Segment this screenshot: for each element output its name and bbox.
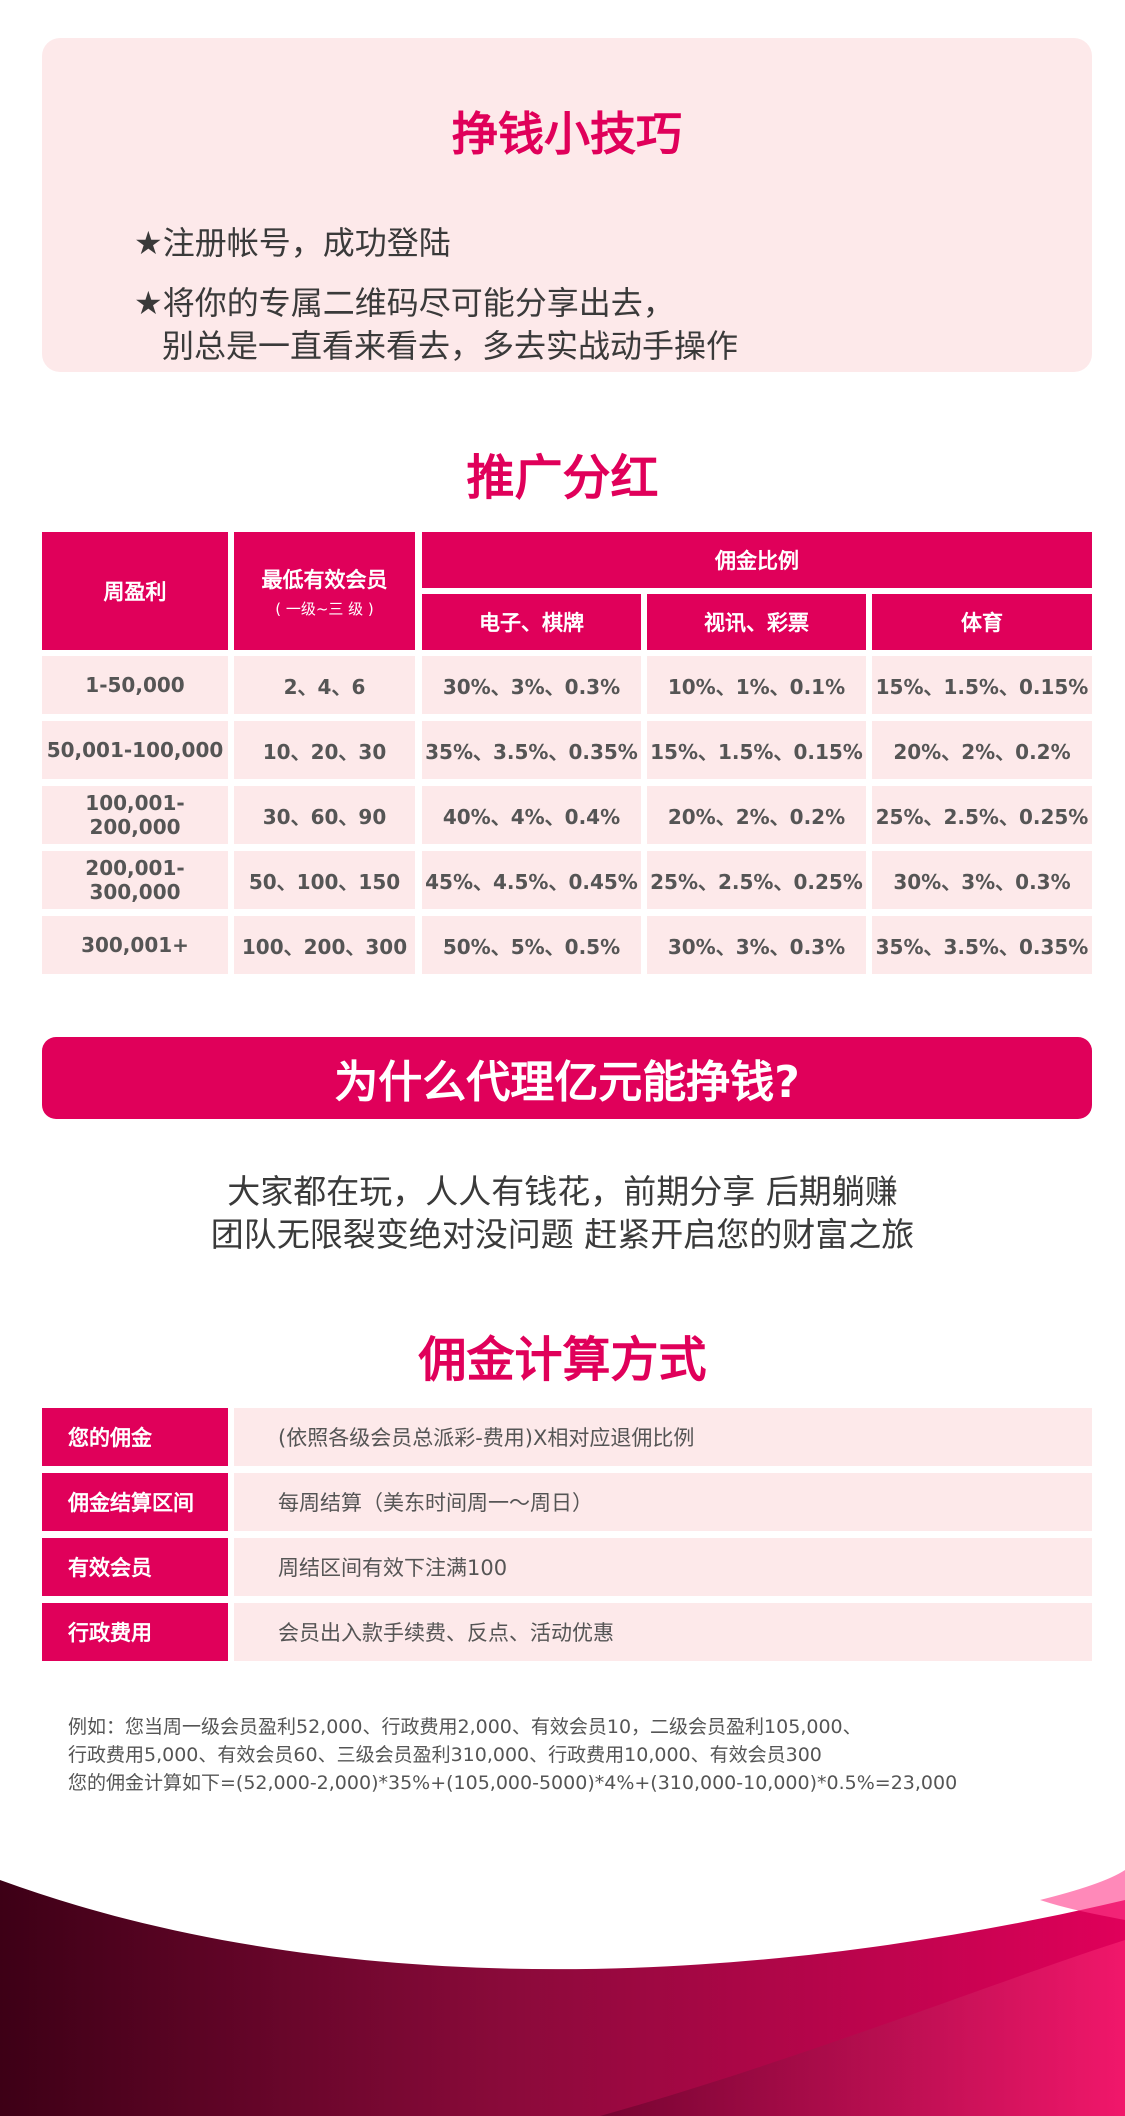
tip-line-action: 别总是一直看来看去，多去实战动手操作 bbox=[162, 327, 739, 365]
calc-label: 行政费用 bbox=[42, 1603, 228, 1661]
calc-value: 周结区间有效下注满100 bbox=[234, 1538, 1092, 1596]
tips-title: 挣钱小技巧 bbox=[452, 107, 682, 161]
table-cell-live: 30%、3%、0.3% bbox=[647, 916, 866, 974]
table-cell-electronic: 40%、4%、0.4% bbox=[422, 786, 641, 844]
calc-row-settlement: 佣金结算区间 每周结算（美东时间周一～周日） bbox=[42, 1473, 1092, 1531]
table-cell-members: 2、4、6 bbox=[234, 656, 415, 714]
table-cell-profit: 100,001-200,000 bbox=[42, 786, 228, 844]
table-cell-members: 100、200、300 bbox=[234, 916, 415, 974]
table-cell-live: 10%、1%、0.1% bbox=[647, 656, 866, 714]
why-banner: 为什么代理亿元能挣钱? bbox=[42, 1037, 1092, 1119]
tips-card: 挣钱小技巧 ★注册帐号，成功登陆 ★将你的专属二维码尽可能分享出去， 别总是一直… bbox=[42, 38, 1092, 372]
example-line-2: 行政费用5,000、有效会员60、三级会员盈利310,000、行政费用10,00… bbox=[68, 1744, 822, 1766]
promo-title: 推广分红 bbox=[466, 450, 659, 506]
table-cell-sports: 25%、2.5%、0.25% bbox=[872, 786, 1092, 844]
calc-row-admin-fee: 行政费用 会员出入款手续费、反点、活动优惠 bbox=[42, 1603, 1092, 1661]
table-cell-members: 50、100、150 bbox=[234, 851, 415, 909]
header-min-members-label: 最低有效会员 bbox=[261, 567, 388, 592]
promo-table: 周盈利 最低有效会员 ( 一级~三 级 ) 佣金比例 电子、棋牌 视讯、彩票 体… bbox=[42, 532, 1092, 976]
example-line-3: 您的佣金计算如下=(52,000-2,000)*35%+(105,000-500… bbox=[68, 1772, 958, 1794]
table-cell-profit: 200,001-300,000 bbox=[42, 851, 228, 909]
table-cell-live: 20%、2%、0.2% bbox=[647, 786, 866, 844]
table-cell-sports: 30%、3%、0.3% bbox=[872, 851, 1092, 909]
calc-label: 您的佣金 bbox=[42, 1408, 228, 1466]
calc-row-valid-member: 有效会员 周结区间有效下注满100 bbox=[42, 1538, 1092, 1596]
why-banner-text: 为什么代理亿元能挣钱? bbox=[334, 1057, 800, 1108]
header-min-members: 最低有效会员 ( 一级~三 级 ) bbox=[234, 532, 415, 650]
why-description-line-1: 大家都在玩，人人有钱花，前期分享 后期躺赚 bbox=[227, 1172, 898, 1211]
table-cell-members: 30、60、90 bbox=[234, 786, 415, 844]
table-cell-profit: 50,001-100,000 bbox=[42, 721, 228, 779]
header-commission-ratio: 佣金比例 bbox=[422, 532, 1092, 588]
header-category-electronic: 电子、棋牌 bbox=[422, 594, 641, 650]
header-category-sports: 体育 bbox=[872, 594, 1092, 650]
calc-value: 每周结算（美东时间周一～周日） bbox=[234, 1473, 1092, 1531]
calc-label: 佣金结算区间 bbox=[42, 1473, 228, 1531]
table-cell-sports: 20%、2%、0.2% bbox=[872, 721, 1092, 779]
table-cell-live: 25%、2.5%、0.25% bbox=[647, 851, 866, 909]
header-weekly-profit: 周盈利 bbox=[42, 532, 228, 650]
tip-line-share: ★将你的专属二维码尽可能分享出去， bbox=[134, 284, 675, 322]
calc-label: 有效会员 bbox=[42, 1538, 228, 1596]
table-cell-live: 15%、1.5%、0.15% bbox=[647, 721, 866, 779]
table-cell-electronic: 30%、3%、0.3% bbox=[422, 656, 641, 714]
table-cell-electronic: 35%、3.5%、0.35% bbox=[422, 721, 641, 779]
calc-row-commission: 您的佣金 (依照各级会员总派彩-费用)X相对应退佣比例 bbox=[42, 1408, 1092, 1466]
table-cell-profit: 1-50,000 bbox=[42, 656, 228, 714]
bottom-wave-decoration bbox=[0, 1870, 1125, 2116]
table-cell-sports: 35%、3.5%、0.35% bbox=[872, 916, 1092, 974]
table-cell-electronic: 50%、5%、0.5% bbox=[422, 916, 641, 974]
table-cell-sports: 15%、1.5%、0.15% bbox=[872, 656, 1092, 714]
table-cell-electronic: 45%、4.5%、0.45% bbox=[422, 851, 641, 909]
table-cell-members: 10、20、30 bbox=[234, 721, 415, 779]
table-cell-profit: 300,001+ bbox=[42, 916, 228, 974]
why-description-line-2: 团队无限裂变绝对没问题 赶紧开启您的财富之旅 bbox=[210, 1215, 915, 1254]
header-category-live: 视讯、彩票 bbox=[647, 594, 866, 650]
calc-title: 佣金计算方式 bbox=[418, 1332, 707, 1388]
calc-value: 会员出入款手续费、反点、活动优惠 bbox=[234, 1603, 1092, 1661]
header-min-members-sub: ( 一级~三 级 ) bbox=[275, 599, 374, 618]
calc-value: (依照各级会员总派彩-费用)X相对应退佣比例 bbox=[234, 1408, 1092, 1466]
example-line-1: 例如：您当周一级会员盈利52,000、行政费用2,000、有效会员10，二级会员… bbox=[68, 1716, 862, 1738]
tip-line-register: ★注册帐号，成功登陆 bbox=[134, 224, 451, 262]
